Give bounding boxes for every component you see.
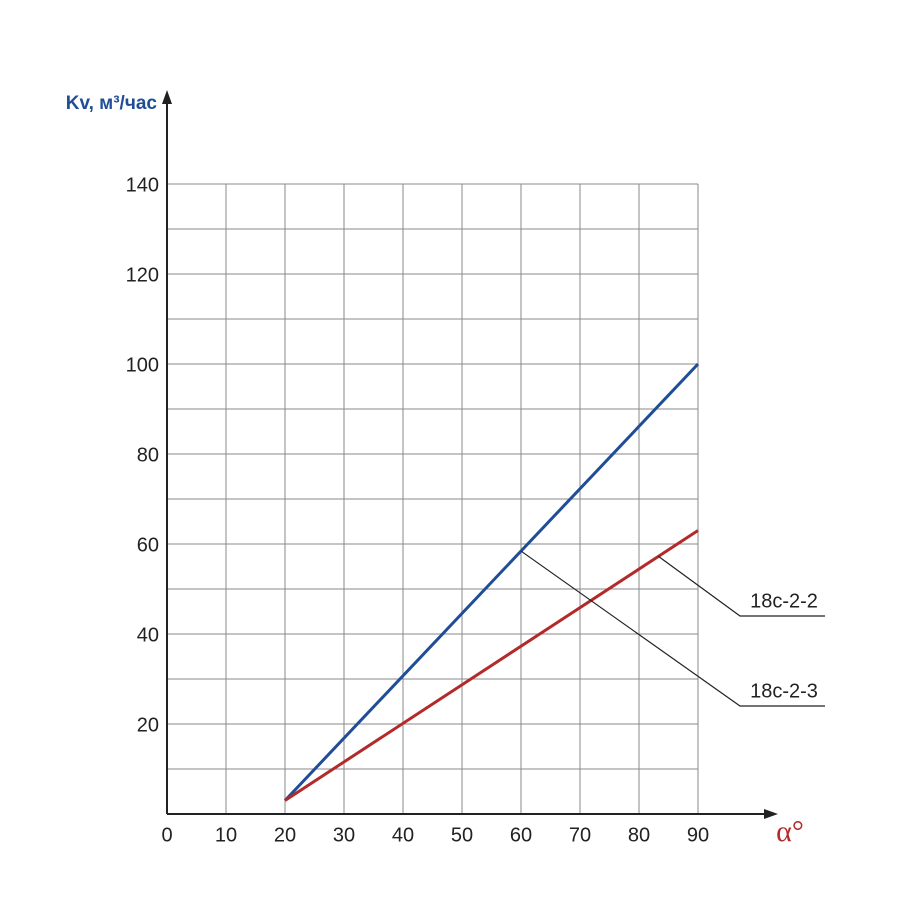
x-tick-label: 40	[392, 824, 414, 846]
series-line	[284, 529, 699, 802]
series-label: 18с-2-2	[750, 590, 818, 612]
y-tick-label: 80	[137, 444, 159, 466]
series-line	[283, 362, 700, 802]
leader-line	[658, 555, 825, 617]
x-tick-label: 30	[333, 824, 355, 846]
x-tick-label: 60	[510, 824, 532, 846]
x-tick-label: 80	[628, 824, 650, 846]
y-axis-arrow	[162, 90, 172, 104]
y-tick-label: 100	[126, 354, 159, 376]
y-axis-label: Kv, м³/час	[66, 93, 158, 114]
y-tick-label: 140	[126, 174, 159, 196]
x-tick-label: 20	[274, 824, 296, 846]
x-tick-label: 10	[215, 824, 237, 846]
y-tick-label: 120	[126, 264, 159, 286]
y-tick-label: 60	[137, 534, 159, 556]
x-axis-label: α°	[776, 815, 804, 848]
x-axis-arrow	[764, 809, 778, 819]
x-tick-label: 70	[569, 824, 591, 846]
y-tick-label: 40	[137, 624, 159, 646]
x-tick-label: 50	[451, 824, 473, 846]
x-tick-label: 0	[161, 824, 172, 846]
leader-line	[520, 550, 825, 707]
x-tick-label: 90	[687, 824, 709, 846]
y-tick-label: 20	[137, 714, 159, 736]
series-label: 18с-2-3	[750, 680, 818, 702]
